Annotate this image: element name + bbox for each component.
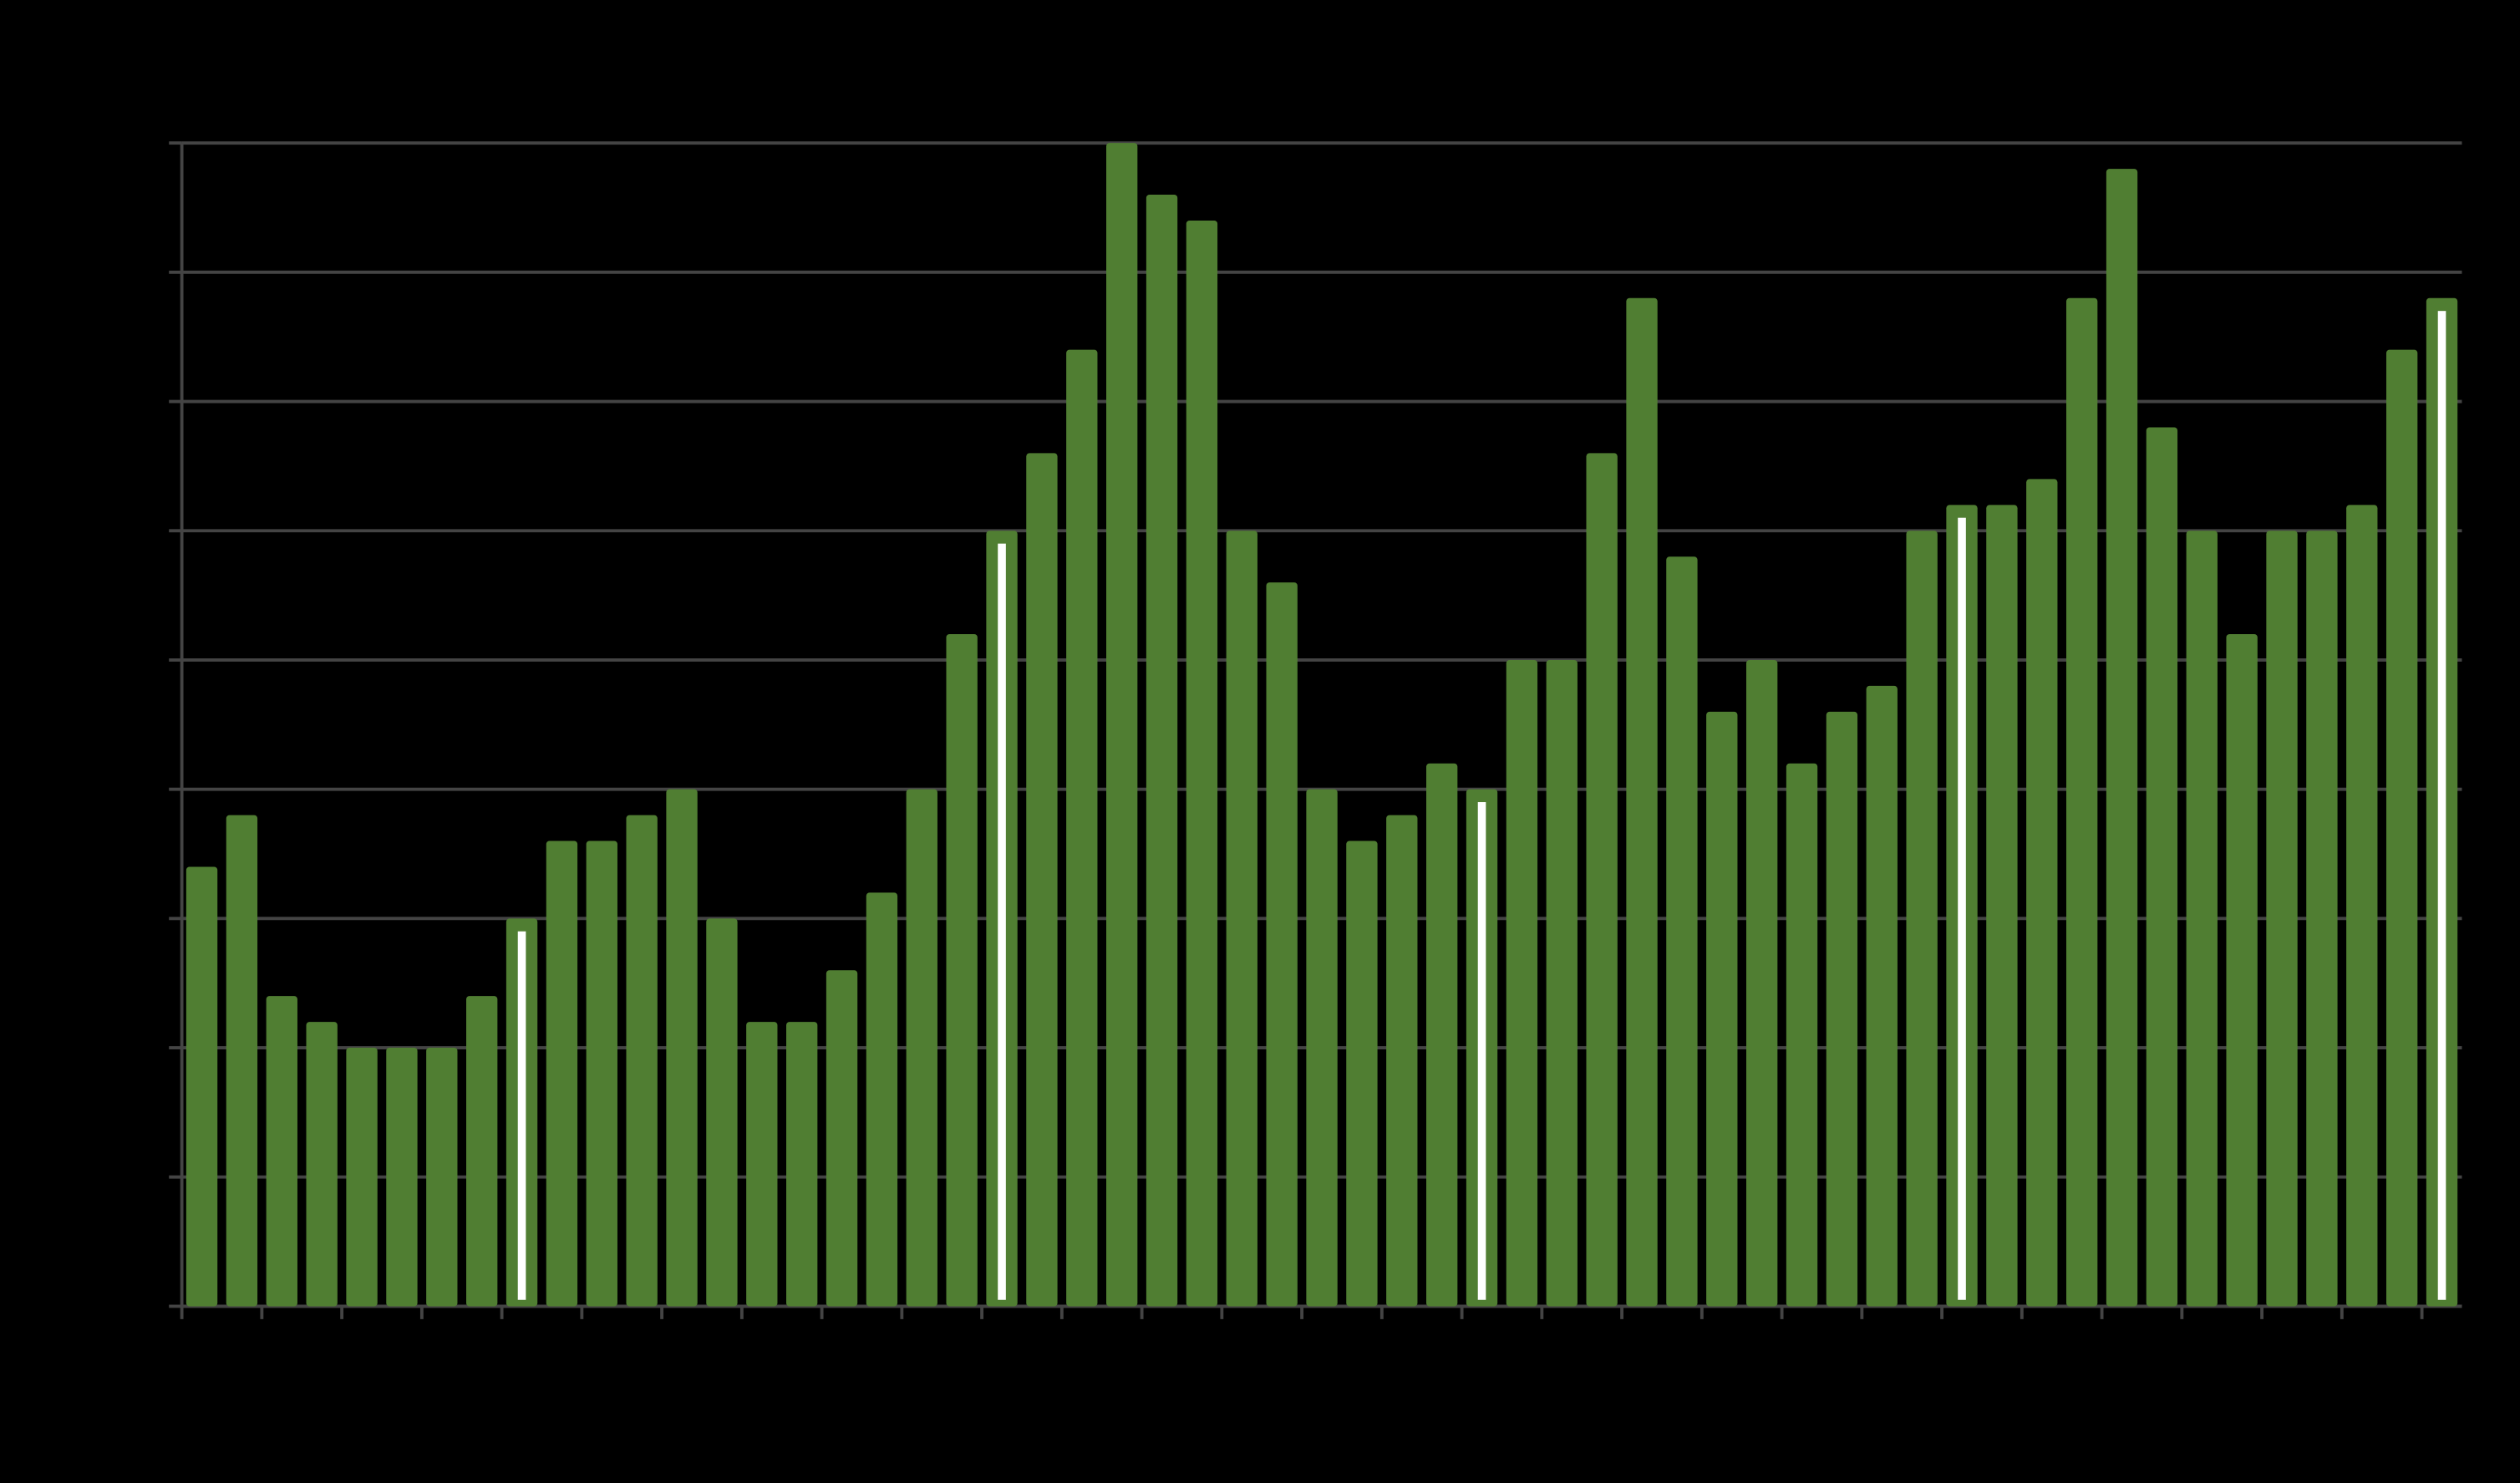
bar bbox=[466, 996, 498, 1307]
bar bbox=[1626, 297, 1658, 1307]
bar bbox=[1506, 659, 1538, 1307]
y-tick-label: 15 bbox=[135, 904, 160, 929]
bar bbox=[906, 789, 937, 1307]
bar bbox=[706, 918, 738, 1307]
bar bbox=[1146, 195, 1178, 1307]
bar bbox=[746, 1022, 778, 1307]
bar bbox=[2266, 531, 2298, 1307]
bar bbox=[1906, 531, 1938, 1307]
y-tick-label: 35 bbox=[135, 388, 160, 413]
bar-highlight bbox=[1958, 517, 1966, 1300]
bar-highlight bbox=[2437, 311, 2446, 1300]
bar bbox=[2146, 427, 2178, 1307]
bar bbox=[2186, 531, 2218, 1307]
bar-highlight bbox=[517, 931, 526, 1300]
bar bbox=[2346, 505, 2378, 1307]
bar bbox=[826, 970, 858, 1307]
y-tick-label: 25 bbox=[135, 646, 160, 671]
bar bbox=[1546, 659, 1578, 1307]
bar-highlight bbox=[1477, 802, 1486, 1300]
bar bbox=[1226, 531, 1257, 1307]
bar bbox=[1186, 220, 1218, 1307]
y-tick-label: 20 bbox=[135, 775, 160, 800]
bar bbox=[426, 1048, 458, 1307]
bar bbox=[1066, 349, 1098, 1307]
bar bbox=[626, 815, 658, 1307]
bar bbox=[1866, 685, 1898, 1307]
bar bbox=[1105, 143, 1138, 1307]
y-tick-label: 45 bbox=[135, 129, 160, 154]
bar bbox=[1666, 556, 1698, 1307]
bar bbox=[2065, 297, 2098, 1307]
bar bbox=[2226, 634, 2258, 1307]
y-tick-label: 10 bbox=[135, 1034, 160, 1059]
y-tick-label: 0 bbox=[147, 1293, 160, 1318]
bar bbox=[586, 841, 617, 1307]
bar bbox=[2306, 531, 2338, 1307]
bar bbox=[2106, 169, 2138, 1307]
bar bbox=[1386, 815, 1418, 1307]
bar bbox=[666, 789, 698, 1307]
bar bbox=[1826, 711, 1858, 1307]
bar bbox=[2385, 349, 2418, 1307]
bar bbox=[1586, 453, 1618, 1307]
bar bbox=[1786, 763, 1818, 1307]
y-tick-label: 40 bbox=[135, 258, 160, 283]
bar bbox=[1986, 505, 2018, 1307]
bar bbox=[2026, 479, 2058, 1307]
bar bbox=[785, 1022, 818, 1307]
bar bbox=[1026, 453, 1058, 1307]
bar bbox=[1346, 841, 1378, 1307]
bar bbox=[946, 634, 978, 1307]
bar bbox=[1745, 659, 1778, 1307]
bar bbox=[1306, 789, 1338, 1307]
y-tick-label: 30 bbox=[135, 516, 160, 541]
bar bbox=[386, 1048, 418, 1307]
bar bbox=[546, 841, 578, 1307]
bar bbox=[266, 996, 297, 1307]
bar bbox=[226, 815, 258, 1307]
bar bbox=[866, 892, 898, 1307]
bar-highlight bbox=[998, 543, 1006, 1300]
bar bbox=[1266, 582, 1298, 1307]
bar bbox=[306, 1022, 338, 1307]
bar bbox=[346, 1048, 378, 1307]
bar bbox=[1425, 763, 1458, 1307]
bar bbox=[185, 866, 218, 1307]
y-tick-label: 5 bbox=[147, 1163, 160, 1188]
bar bbox=[1706, 711, 1738, 1307]
